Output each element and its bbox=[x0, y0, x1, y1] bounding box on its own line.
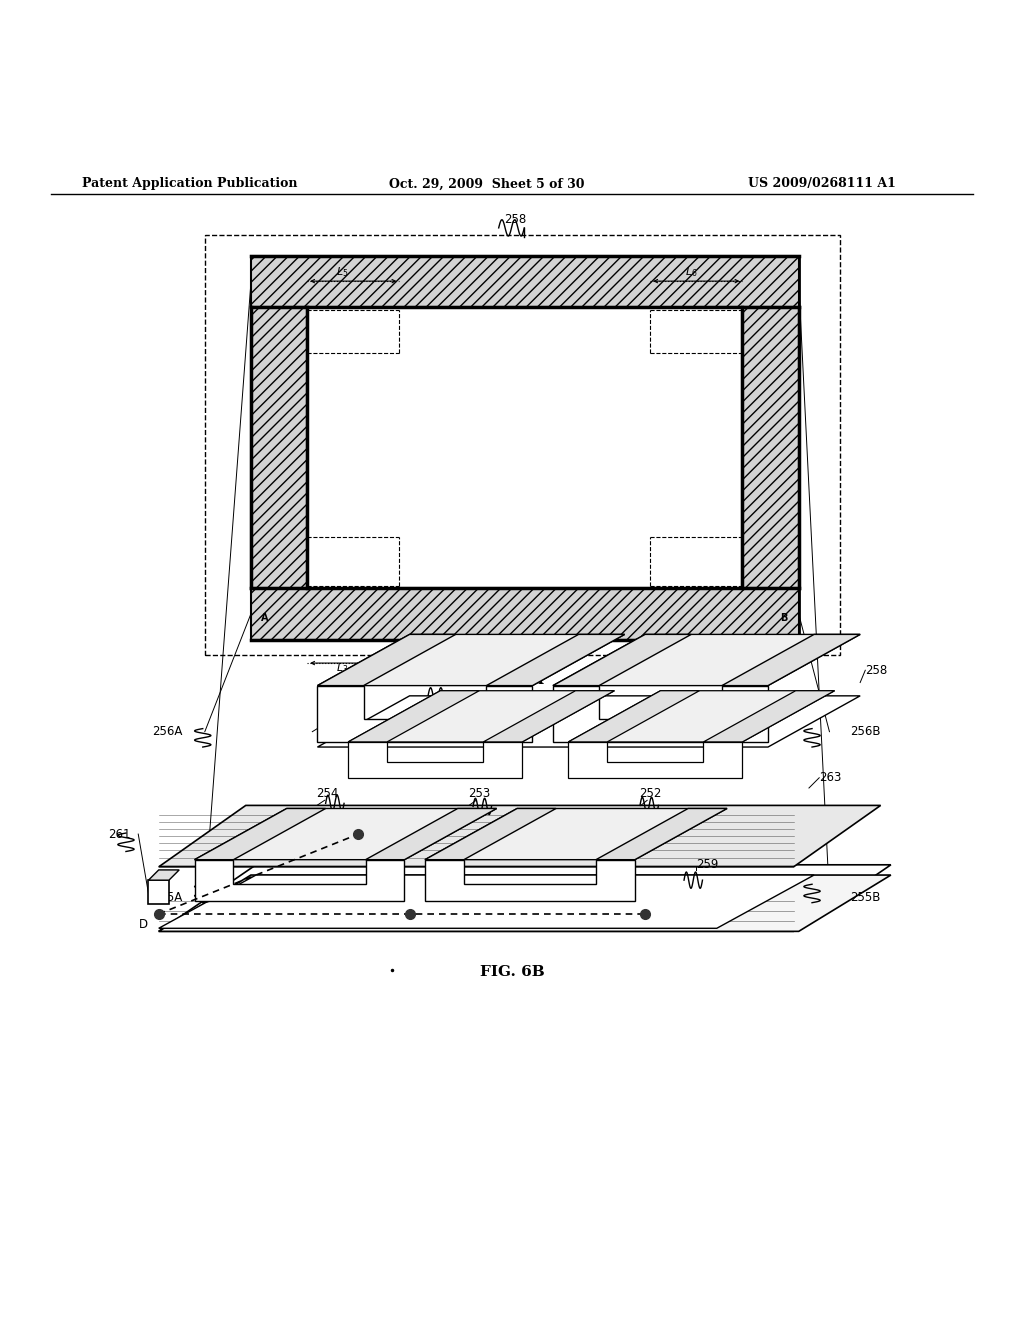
Text: 259: 259 bbox=[696, 858, 719, 871]
Polygon shape bbox=[159, 875, 891, 932]
Polygon shape bbox=[568, 690, 699, 742]
Text: C: C bbox=[391, 915, 399, 928]
Bar bbox=[742, 306, 799, 589]
Text: 253: 253 bbox=[468, 787, 490, 800]
Polygon shape bbox=[568, 690, 835, 742]
Text: Oct. 29, 2009  Sheet 5 of 30: Oct. 29, 2009 Sheet 5 of 30 bbox=[389, 177, 585, 190]
Text: 252: 252 bbox=[639, 787, 662, 800]
Bar bbox=[251, 256, 799, 306]
Polygon shape bbox=[483, 690, 614, 742]
Polygon shape bbox=[425, 808, 727, 859]
Text: B: B bbox=[780, 612, 787, 623]
Text: 263: 263 bbox=[819, 771, 842, 784]
Polygon shape bbox=[159, 865, 891, 932]
Polygon shape bbox=[425, 808, 556, 859]
Polygon shape bbox=[568, 742, 742, 777]
Text: 263: 263 bbox=[429, 697, 452, 710]
Polygon shape bbox=[159, 805, 881, 867]
Polygon shape bbox=[722, 635, 860, 685]
Text: $L_6$: $L_6$ bbox=[685, 265, 697, 279]
Polygon shape bbox=[366, 808, 497, 859]
Text: A: A bbox=[261, 612, 268, 623]
Text: 256A: 256A bbox=[152, 725, 182, 738]
Polygon shape bbox=[348, 690, 614, 742]
Polygon shape bbox=[553, 635, 860, 685]
Text: FIG. 6B: FIG. 6B bbox=[479, 965, 545, 979]
Polygon shape bbox=[703, 690, 835, 742]
Polygon shape bbox=[553, 635, 691, 685]
Text: Patent Application Publication: Patent Application Publication bbox=[82, 177, 297, 190]
Polygon shape bbox=[148, 870, 179, 880]
Text: 260: 260 bbox=[429, 660, 452, 685]
Text: D: D bbox=[139, 917, 148, 931]
Polygon shape bbox=[348, 742, 522, 777]
Polygon shape bbox=[159, 875, 814, 928]
Bar bbox=[251, 589, 799, 639]
Text: 254: 254 bbox=[316, 787, 339, 800]
Text: $L_4$: $L_4$ bbox=[685, 661, 697, 675]
Text: D': D' bbox=[366, 825, 378, 837]
Polygon shape bbox=[596, 808, 727, 859]
Text: C': C' bbox=[650, 915, 662, 928]
Polygon shape bbox=[317, 685, 532, 742]
Text: FIG. 6A: FIG. 6A bbox=[480, 673, 544, 688]
Text: 251: 251 bbox=[327, 705, 349, 718]
Bar bbox=[205, 235, 840, 655]
Text: 261: 261 bbox=[109, 828, 131, 841]
Polygon shape bbox=[195, 808, 326, 859]
Polygon shape bbox=[317, 696, 860, 747]
Text: 255A: 255A bbox=[152, 891, 182, 904]
Text: $L_5$: $L_5$ bbox=[336, 265, 348, 279]
Polygon shape bbox=[486, 635, 625, 685]
Polygon shape bbox=[148, 880, 169, 904]
Bar bbox=[251, 256, 799, 639]
Polygon shape bbox=[425, 859, 635, 900]
Polygon shape bbox=[195, 859, 404, 900]
Text: 255B: 255B bbox=[850, 891, 881, 904]
Bar bbox=[251, 306, 307, 589]
Text: $L_3$: $L_3$ bbox=[336, 661, 348, 675]
Polygon shape bbox=[348, 690, 479, 742]
Text: 258: 258 bbox=[865, 664, 888, 677]
Text: US 2009/0268111 A1: US 2009/0268111 A1 bbox=[748, 177, 895, 190]
Polygon shape bbox=[317, 635, 625, 685]
Polygon shape bbox=[195, 808, 497, 859]
Text: 258: 258 bbox=[504, 213, 526, 226]
Text: 256B: 256B bbox=[850, 725, 881, 738]
Polygon shape bbox=[553, 685, 768, 742]
Polygon shape bbox=[317, 635, 456, 685]
